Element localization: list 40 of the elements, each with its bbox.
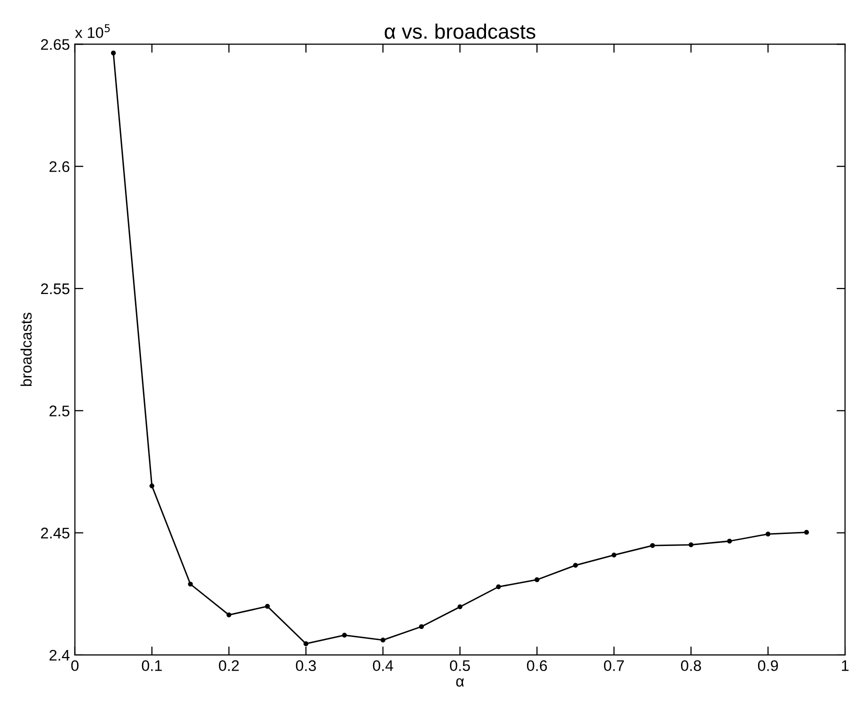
x-tick-label: 0	[71, 660, 79, 672]
point	[110, 50, 116, 56]
y-tick-label: 2.6	[50, 161, 70, 172]
point	[573, 562, 578, 568]
point	[688, 542, 694, 548]
point	[188, 582, 193, 587]
point	[419, 624, 424, 630]
point	[342, 632, 347, 638]
point	[534, 577, 540, 582]
point	[766, 532, 770, 536]
y-tick-label: 2.5	[50, 406, 70, 416]
point	[496, 584, 501, 590]
x-tick-label: 0.7	[604, 660, 624, 672]
point	[380, 638, 386, 642]
point	[804, 530, 809, 535]
x-axis-title: α	[456, 678, 464, 687]
y-axis-title: broadcasts	[20, 312, 32, 386]
y-tick-label: 2.65	[41, 39, 70, 50]
x-tick-label: 0.4	[372, 660, 394, 672]
point	[304, 641, 308, 646]
x-tick-label: 0.6	[526, 660, 547, 672]
x-tick-label: 0.9	[758, 660, 778, 672]
text: x 10$^{5}$	[75, 24, 110, 38]
x-tick-label: 0.8	[680, 660, 701, 672]
x-tick-label: 0.3	[296, 660, 316, 672]
point	[650, 543, 655, 548]
point	[149, 483, 154, 488]
point	[612, 552, 616, 558]
point	[264, 604, 270, 609]
x-tick-label: 0.2	[218, 660, 239, 672]
point	[226, 612, 232, 618]
y-tick-label: 2.4	[50, 650, 70, 660]
y-tick-label: 2.45	[41, 528, 70, 539]
point	[458, 604, 462, 610]
chart-title: α vs. broadcasts	[384, 24, 536, 39]
x-tick-label: 1	[842, 660, 849, 671]
point	[727, 538, 732, 544]
y-tick-label: 2.55	[41, 283, 70, 294]
x-tick-label: 0.5	[450, 660, 470, 672]
x-tick-label: 0.1	[142, 660, 162, 672]
